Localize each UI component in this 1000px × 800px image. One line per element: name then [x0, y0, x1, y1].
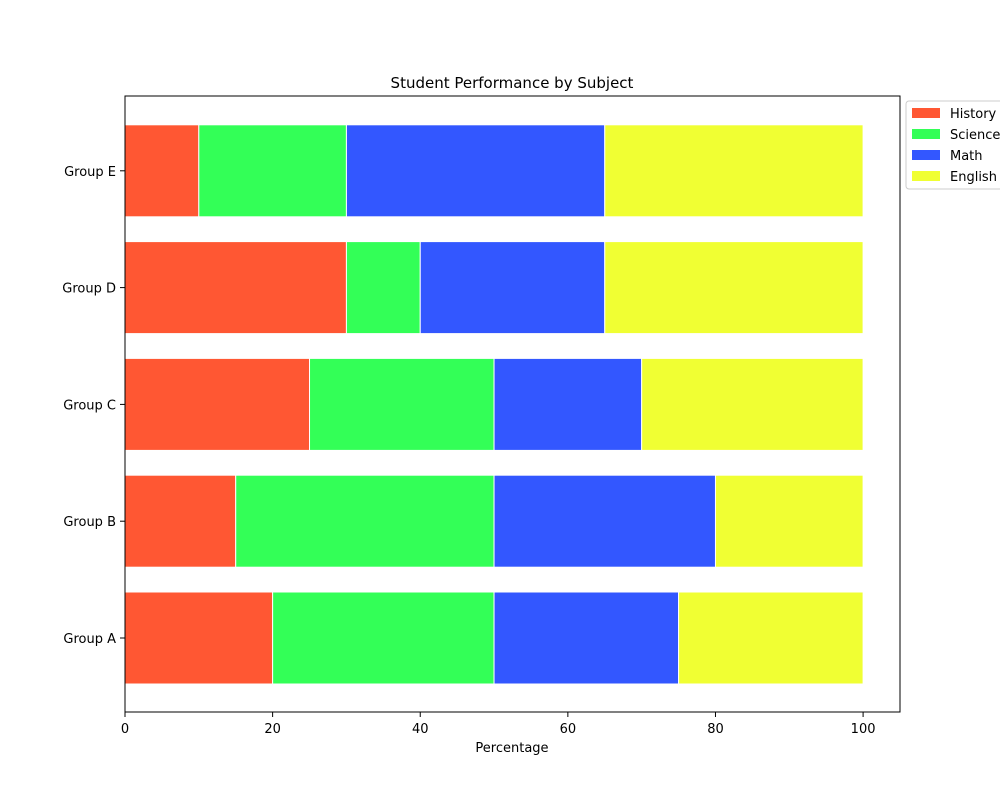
bar-english-group-d: [604, 241, 864, 335]
plot-area: [124, 124, 864, 685]
y-tick-label: Group C: [63, 398, 116, 413]
legend-label-math: Math: [950, 149, 983, 164]
legend-label-english: English: [950, 170, 997, 185]
bar-science-group-a: [272, 591, 495, 685]
x-tick-label: 60: [560, 722, 577, 737]
bar-history-group-d: [124, 241, 347, 335]
legend-frame: [905, 100, 1000, 190]
legend-swatch-math: [912, 150, 940, 160]
bar-science-group-d: [345, 241, 421, 335]
x-tick-label: 40: [412, 722, 429, 737]
bar-science-group-b: [235, 474, 495, 568]
bar-math-group-c: [493, 357, 643, 451]
bar-math-group-a: [493, 591, 680, 685]
legend-swatch-science: [912, 129, 940, 139]
bar-history-group-c: [124, 357, 311, 451]
bar-science-group-e: [198, 124, 347, 218]
x-tick-label: 80: [707, 722, 724, 737]
bar-english-group-c: [641, 357, 864, 451]
bar-math-group-d: [419, 241, 606, 335]
x-axis-label: Percentage: [475, 741, 548, 756]
y-tick-label: Group D: [62, 282, 116, 297]
y-tick-label: Group A: [63, 632, 116, 647]
x-tick-label: 0: [121, 722, 129, 737]
bar-math-group-b: [493, 474, 716, 568]
bar-math-group-e: [345, 124, 606, 218]
bar-history-group-e: [124, 124, 200, 218]
bar-history-group-b: [124, 474, 237, 568]
y-axis: Group A Group B Group C Group D Group E: [62, 165, 125, 647]
legend-swatch-history: [912, 108, 940, 118]
x-tick-label: 100: [851, 722, 876, 737]
legend-label-history: History: [950, 107, 997, 122]
y-tick-label: Group B: [63, 515, 116, 530]
legend: History Science Math English: [905, 100, 1000, 190]
x-axis: 0 20 40 60 80 100: [121, 712, 876, 737]
bar-english-group-e: [604, 124, 864, 218]
bar-history-group-a: [124, 591, 274, 685]
bar-science-group-c: [309, 357, 495, 451]
x-tick-label: 20: [264, 722, 281, 737]
bar-english-group-a: [678, 591, 864, 685]
y-tick-label: Group E: [64, 165, 116, 180]
chart-title: Student Performance by Subject: [391, 74, 634, 92]
legend-swatch-english: [912, 171, 940, 181]
legend-label-science: Science: [950, 128, 1000, 143]
bar-english-group-b: [714, 474, 864, 568]
